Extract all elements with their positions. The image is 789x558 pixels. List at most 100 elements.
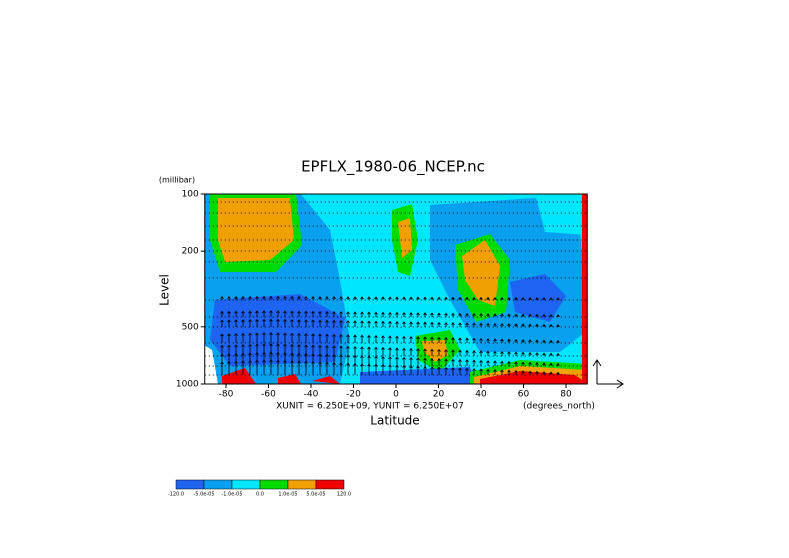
vector [311,333,315,343]
vector [234,319,238,327]
vector [479,359,483,366]
vector [290,295,294,300]
vector [479,313,483,317]
vector [255,318,259,327]
contour-region [510,274,566,322]
vector [542,339,546,343]
vector [458,367,462,375]
vector [556,340,560,343]
vector [493,322,497,327]
vector [255,310,259,317]
vector [437,312,441,317]
vector [549,323,553,327]
contour-region [398,218,412,258]
vector [556,362,560,366]
vector [549,352,553,356]
vector [297,319,301,327]
vector [423,357,427,366]
x-tick-label: 0 [393,390,399,400]
contour-field [204,194,588,384]
vector [458,322,462,327]
vector [486,296,490,300]
vector [297,360,301,375]
ref-arrow-y [592,359,602,384]
vector [437,336,441,343]
vector [416,321,420,327]
ref-arrow-x [597,379,624,389]
vector [227,319,231,327]
vector [423,296,427,300]
vector [325,319,329,327]
vector-field [220,295,560,375]
vector [472,322,476,327]
vector [346,362,350,375]
vector [493,369,497,375]
vector [500,296,504,300]
vector [339,311,343,317]
vector [451,296,455,300]
vector [430,366,434,375]
vector [325,361,329,375]
vector [521,313,525,317]
vector [500,360,504,366]
vector [535,370,539,375]
vector [248,332,252,343]
vector [437,366,441,375]
vector [353,296,357,300]
vector [248,318,252,327]
vector [486,368,490,375]
vector [451,312,455,317]
colorbar-label: 120.0 [337,492,351,498]
vector [402,335,406,343]
vector [430,357,434,366]
vector [318,296,322,300]
vector [381,311,385,317]
vector [367,346,371,356]
vector [535,352,539,356]
vector [500,338,504,343]
vector [451,358,455,366]
contour-region [462,240,500,306]
colorbar-box [315,479,345,490]
vector [423,348,427,356]
vector [402,365,406,375]
vector [353,345,357,356]
vector [514,297,518,300]
vector [507,323,511,327]
vector [381,346,385,356]
colorbar-label: -1.0e-05 [222,492,243,498]
vector [514,338,518,343]
vector [360,363,364,375]
vector [437,348,441,356]
contour-region [218,198,294,262]
vector [458,337,462,343]
vector [374,346,378,356]
vector [535,323,539,327]
vector [409,335,413,343]
vector [234,333,238,343]
vector [395,347,399,356]
vector [458,312,462,317]
contour-region [480,371,588,384]
vector [514,323,518,327]
vector [374,296,378,300]
plot-area [204,194,588,384]
vector [542,352,546,356]
vector [472,312,476,317]
vector [220,310,224,317]
vector [521,323,525,327]
vector [276,318,280,327]
contour-region [535,194,588,235]
vector [318,333,322,343]
vector [486,322,490,327]
y-tick-label: 1000 [176,380,199,390]
vector [318,361,322,375]
vector [304,360,308,375]
vector [241,310,245,317]
vector [514,369,518,375]
vector [283,295,287,300]
vector [465,367,469,375]
vector [542,371,546,375]
x-tick-label: 40 [475,390,487,400]
vector [325,310,329,317]
